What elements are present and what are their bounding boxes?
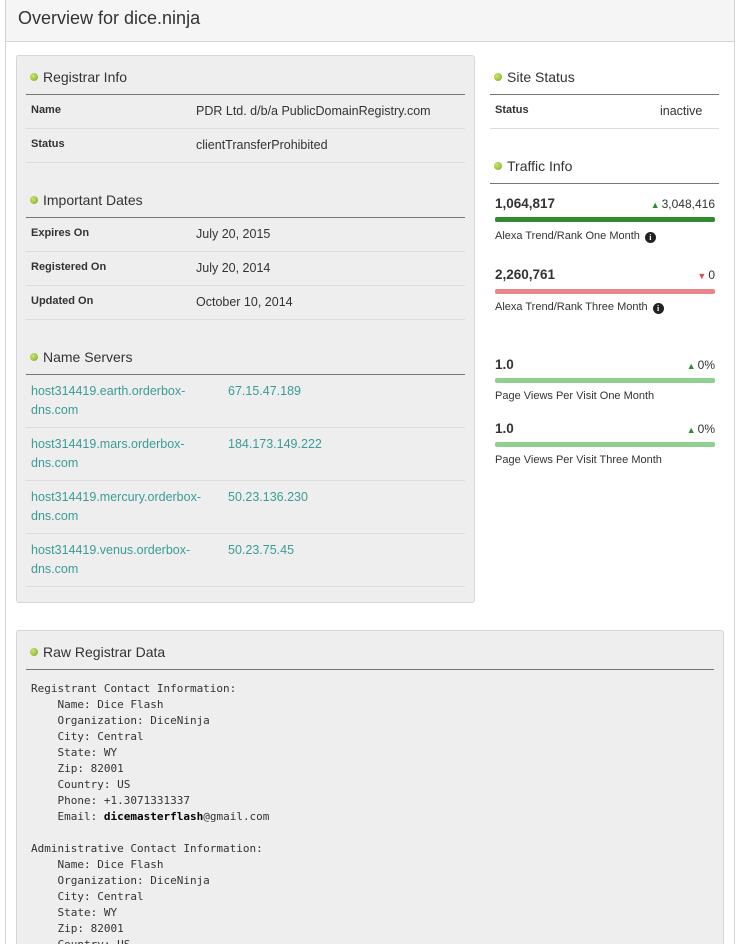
nameserver-host-link[interactable]: host314419.earth.orderbox-dns.com <box>31 384 186 417</box>
raw-registrar-text: Registrant Contact Information: Name: Di… <box>31 682 270 944</box>
divider <box>26 128 465 129</box>
nameserver-ip-link[interactable]: 184.173.149.222 <box>228 437 322 451</box>
expires-on-value: July 20, 2015 <box>196 227 271 241</box>
updated-on-value: October 10, 2014 <box>196 295 293 309</box>
trend-bar <box>495 442 715 447</box>
important-dates-heading: Important Dates <box>30 192 143 208</box>
domain-info-panel <box>16 55 475 603</box>
name-servers-heading: Name Servers <box>30 349 132 365</box>
divider <box>26 285 465 286</box>
registrar-name-value: PDR Ltd. d/b/a PublicDomainRegistry.com <box>196 104 431 118</box>
site-status-label: Status <box>495 104 529 116</box>
info-icon[interactable]: i <box>644 232 656 243</box>
divider <box>26 162 465 163</box>
alexa-rank-three-month-delta: ▼ 0 <box>697 268 715 282</box>
page-views-one-month-delta: ▲ 0% <box>686 358 715 372</box>
divider <box>26 251 465 252</box>
registered-on-value: July 20, 2014 <box>196 261 271 275</box>
site-status-value: inactive <box>660 104 703 118</box>
nameserver-host-link[interactable]: host314419.mercury.orderbox-dns.com <box>31 490 201 523</box>
updated-on-label: Updated On <box>31 295 94 307</box>
up-arrow-icon: ▲ <box>686 361 696 371</box>
up-arrow-icon: ▲ <box>686 425 696 435</box>
registrar-info-heading: Registrar Info <box>30 69 127 85</box>
divider <box>26 319 465 320</box>
nameserver-ip-link[interactable]: 67.15.47.189 <box>228 384 301 398</box>
nameserver-host-link[interactable]: host314419.venus.orderbox-dns.com <box>31 543 191 576</box>
page-views-one-month-value: 1.0 <box>495 357 514 372</box>
bullet-icon <box>494 162 502 170</box>
registrar-status-label: Status <box>31 138 65 150</box>
divider <box>26 480 465 481</box>
alexa-rank-three-month-value: 2,260,761 <box>495 267 556 282</box>
info-icon[interactable]: i <box>652 303 664 314</box>
bullet-icon <box>494 73 502 81</box>
alexa-rank-one-month-delta: ▲ 3,048,416 <box>650 197 715 211</box>
page-views-one-month-caption: Page Views Per Visit One Month <box>495 390 655 402</box>
page-frame <box>5 0 735 944</box>
bullet-icon <box>30 648 38 656</box>
page-header: Overview for dice.ninja <box>5 0 735 42</box>
page-views-three-month-caption: Page Views Per Visit Three Month <box>495 454 662 466</box>
divider <box>490 128 719 129</box>
trend-bar <box>495 289 715 294</box>
divider <box>26 374 465 375</box>
raw-registrar-panel <box>16 630 724 944</box>
trend-bar <box>495 378 715 383</box>
nameserver-ip-link[interactable]: 50.23.136.230 <box>228 490 308 504</box>
alexa-rank-one-month-value: 1,064,817 <box>495 196 556 211</box>
registrar-status-value: clientTransferProhibited <box>196 138 328 152</box>
divider <box>26 217 465 218</box>
raw-registrar-heading: Raw Registrar Data <box>30 644 165 660</box>
alexa-rank-one-month-caption: Alexa Trend/Rank One Month i <box>495 230 656 243</box>
site-status-heading: Site Status <box>494 69 575 85</box>
up-arrow-icon: ▲ <box>650 200 660 210</box>
expires-on-label: Expires On <box>31 227 90 239</box>
down-arrow-icon: ▼ <box>697 271 707 281</box>
bullet-icon <box>30 196 38 204</box>
bullet-icon <box>30 353 38 361</box>
registrar-name-label: Name <box>31 104 61 116</box>
divider <box>26 669 714 670</box>
divider <box>26 427 465 428</box>
divider <box>490 183 719 184</box>
divider <box>26 94 465 95</box>
nameserver-ip-link[interactable]: 50.23.75.45 <box>228 543 295 557</box>
page-views-three-month-delta: ▲ 0% <box>686 422 715 436</box>
registered-on-label: Registered On <box>31 261 107 273</box>
divider <box>490 94 719 95</box>
alexa-rank-three-month-caption: Alexa Trend/Rank Three Month i <box>495 301 664 314</box>
email-user: dicemasterflash <box>103 810 204 823</box>
trend-bar <box>495 217 715 222</box>
page-title: Overview for dice.ninja <box>18 8 201 28</box>
nameserver-host-link[interactable]: host314419.mars.orderbox-dns.com <box>31 437 185 470</box>
divider <box>26 533 465 534</box>
bullet-icon <box>30 73 38 81</box>
divider <box>26 586 465 587</box>
traffic-info-heading: Traffic Info <box>494 158 572 174</box>
page-views-three-month-value: 1.0 <box>495 421 514 436</box>
